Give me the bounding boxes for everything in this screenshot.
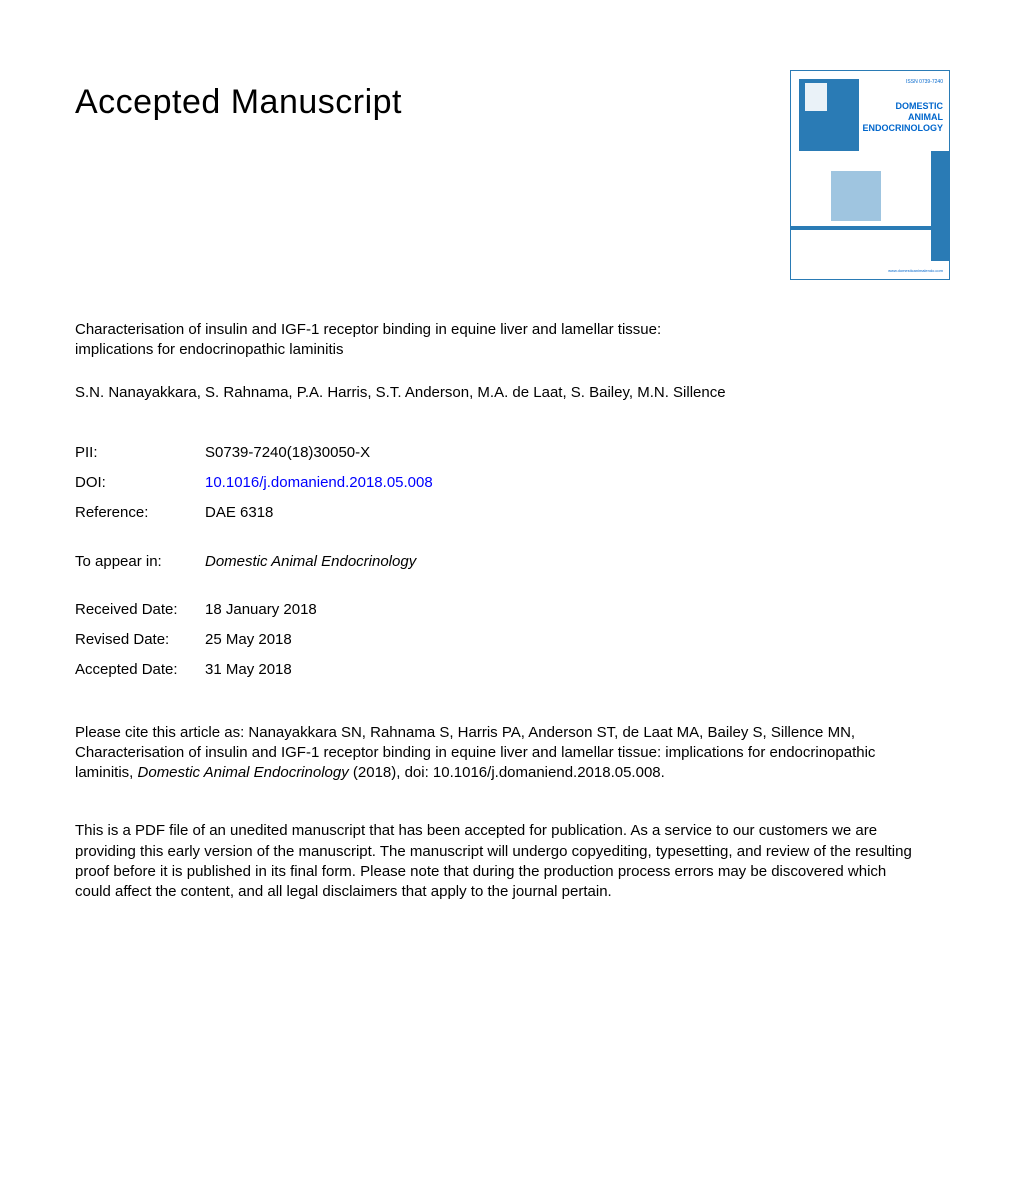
article-title: Characterisation of insulin and IGF-1 re… xyxy=(75,320,735,361)
article-authors: S.N. Nanayakkara, S. Rahnama, P.A. Harri… xyxy=(75,383,775,403)
accepted-value: 31 May 2018 xyxy=(205,660,292,680)
pii-label: PII: xyxy=(75,443,205,463)
revised-label: Revised Date: xyxy=(75,630,205,650)
cover-journal-title: DOMESTIC ANIMAL ENDOCRINOLOGY xyxy=(862,101,943,133)
cover-title-line1: DOMESTIC xyxy=(895,101,943,111)
pii-value: S0739-7240(18)30050-X xyxy=(205,443,370,463)
cover-publisher-logo xyxy=(805,83,827,111)
date-row-accepted: Accepted Date: 31 May 2018 xyxy=(75,660,950,680)
meta-row-pii: PII: S0739-7240(18)30050-X xyxy=(75,443,950,463)
cover-block-light xyxy=(831,171,881,221)
disclaimer-text: This is a PDF file of an unedited manusc… xyxy=(75,821,915,902)
to-appear-row: To appear in: Domestic Animal Endocrinol… xyxy=(75,552,950,572)
page-heading: Accepted Manuscript xyxy=(75,80,402,126)
meta-row-doi: DOI: 10.1016/j.domaniend.2018.05.008 xyxy=(75,473,950,493)
date-row-received: Received Date: 18 January 2018 xyxy=(75,600,950,620)
cover-issn: ISSN 0739-7240 xyxy=(906,79,943,86)
citation-journal: Domestic Animal Endocrinology xyxy=(138,764,349,781)
doi-link[interactable]: 10.1016/j.domaniend.2018.05.008 xyxy=(205,473,433,493)
journal-cover-thumbnail: ISSN 0739-7240 DOMESTIC ANIMAL ENDOCRINO… xyxy=(790,70,950,280)
header-row: Accepted Manuscript ISSN 0739-7240 DOMES… xyxy=(75,80,950,280)
cover-block-side xyxy=(931,151,949,261)
accepted-label: Accepted Date: xyxy=(75,660,205,680)
cover-footer-url: www.domesticanimalendo.com xyxy=(888,268,943,273)
meta-row-reference: Reference: DAE 6318 xyxy=(75,503,950,523)
cover-divider-bar xyxy=(791,226,949,230)
cover-title-line3: ENDOCRINOLOGY xyxy=(862,123,943,133)
revised-value: 25 May 2018 xyxy=(205,630,292,650)
metadata-table: PII: S0739-7240(18)30050-X DOI: 10.1016/… xyxy=(75,443,950,524)
received-value: 18 January 2018 xyxy=(205,600,317,620)
cover-title-line2: ANIMAL xyxy=(908,112,943,122)
reference-value: DAE 6318 xyxy=(205,503,273,523)
citation-suffix: (2018), doi: 10.1016/j.domaniend.2018.05… xyxy=(349,764,665,781)
received-label: Received Date: xyxy=(75,600,205,620)
to-appear-label: To appear in: xyxy=(75,552,205,572)
dates-table: Received Date: 18 January 2018 Revised D… xyxy=(75,600,950,681)
doi-label: DOI: xyxy=(75,473,205,493)
date-row-revised: Revised Date: 25 May 2018 xyxy=(75,630,950,650)
reference-label: Reference: xyxy=(75,503,205,523)
to-appear-journal: Domestic Animal Endocrinology xyxy=(205,552,416,572)
citation-text: Please cite this article as: Nanayakkara… xyxy=(75,723,915,784)
